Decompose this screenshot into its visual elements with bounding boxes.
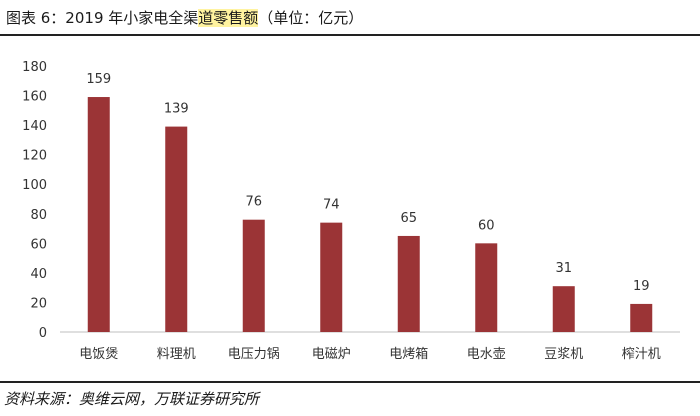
category-label: 电饭煲 — [79, 346, 118, 362]
bar — [397, 235, 420, 332]
title-highlight: 道零售额 — [198, 9, 259, 27]
y-tick-label: 140 — [22, 119, 47, 134]
category-labels: 电饭煲 料理机 电压力锅 电磁炉 电烤箱 电水壶 豆浆机 榨汁机 — [79, 346, 661, 362]
y-tick-label: 40 — [30, 267, 47, 282]
bottom-rule — [0, 381, 700, 383]
bar-value-label: 76 — [245, 195, 262, 210]
bar — [242, 219, 265, 332]
bar-value-label: 60 — [478, 218, 495, 233]
bars — [87, 97, 653, 333]
bar — [552, 286, 575, 332]
y-tick-label: 0 — [39, 326, 47, 341]
category-label: 电水壶 — [467, 347, 506, 362]
chart-title: 图表 6：2019 年小家电全渠道零售额（单位：亿元） — [6, 6, 363, 30]
bar-value-label: 159 — [86, 72, 111, 87]
y-tick-label: 60 — [30, 237, 47, 252]
y-axis-ticks: 0 20 40 60 80 100 120 140 160 180 — [22, 60, 47, 341]
bar-value-label: 65 — [400, 211, 417, 226]
bar — [475, 243, 498, 332]
title-suffix: （单位：亿元） — [258, 9, 364, 27]
y-tick-label: 180 — [22, 60, 47, 75]
bar — [87, 97, 110, 333]
bar-value-label: 19 — [633, 279, 650, 294]
bar — [165, 126, 188, 332]
category-label: 电压力锅 — [228, 346, 280, 362]
y-tick-label: 80 — [30, 208, 47, 223]
bar-chart: 0 20 40 60 80 100 120 140 160 180 159 139 76 74 65 60 3… — [22, 60, 680, 362]
category-label: 电磁炉 — [312, 347, 351, 362]
bar-value-label: 139 — [164, 102, 189, 117]
category-label: 料理机 — [157, 347, 196, 362]
y-tick-label: 120 — [22, 149, 47, 164]
top-rule — [0, 34, 700, 36]
source-note: 资料来源：奥维云网，万联证券研究所 — [4, 390, 260, 408]
title-prefix: 图表 6：2019 年小家电全渠 — [6, 9, 199, 27]
data-labels: 159 139 76 74 65 60 31 19 — [86, 72, 649, 294]
y-tick-label: 20 — [30, 296, 47, 311]
bar — [630, 303, 653, 332]
category-label: 榨汁机 — [622, 346, 661, 362]
bar-value-label: 74 — [323, 198, 340, 213]
category-label: 豆浆机 — [544, 347, 583, 362]
y-tick-label: 100 — [22, 178, 47, 193]
category-label: 电烤箱 — [389, 346, 428, 362]
bar — [320, 222, 343, 332]
y-tick-label: 160 — [22, 90, 47, 105]
bar-value-label: 31 — [555, 261, 572, 276]
